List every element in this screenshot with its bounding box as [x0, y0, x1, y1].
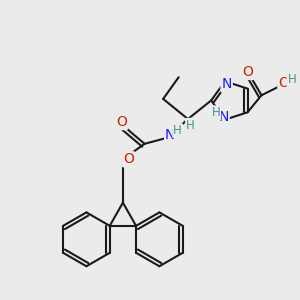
Text: N: N [221, 77, 232, 92]
Text: H: H [173, 124, 182, 137]
Text: H: H [186, 119, 195, 132]
Text: H: H [287, 73, 296, 86]
Text: O: O [123, 152, 134, 166]
Text: N: N [218, 110, 229, 124]
Text: O: O [278, 76, 289, 91]
Text: O: O [242, 65, 253, 79]
Text: O: O [116, 115, 127, 129]
Text: N: N [165, 128, 175, 142]
Text: H: H [212, 106, 220, 119]
